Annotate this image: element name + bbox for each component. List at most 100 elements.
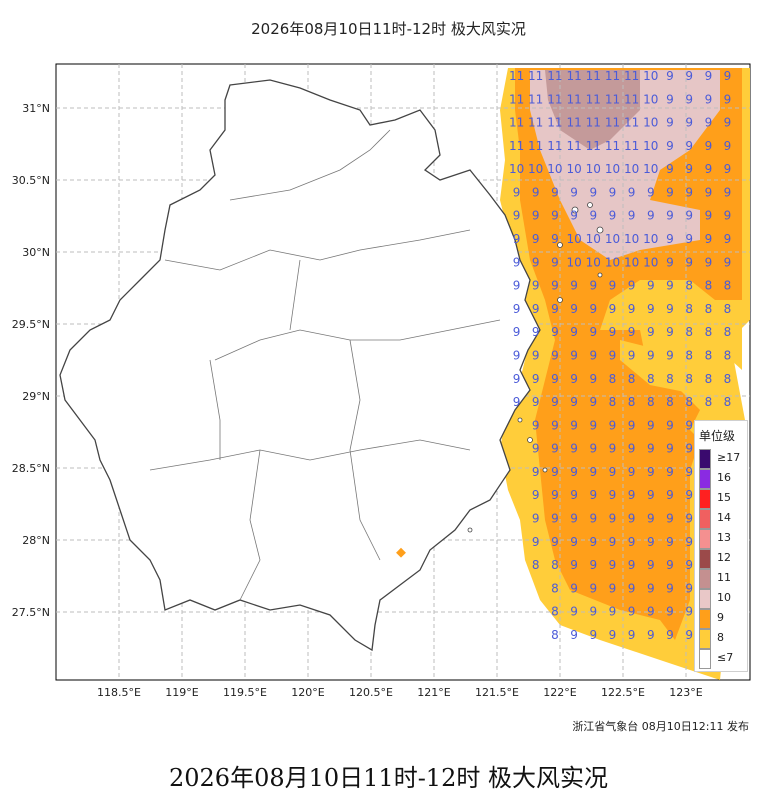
- wind-value-label: 8: [532, 558, 540, 572]
- legend-label: 16: [717, 471, 731, 484]
- wind-value-label: 9: [513, 395, 521, 409]
- wind-value-label: 9: [532, 232, 540, 246]
- wind-value-label: 9: [570, 349, 578, 363]
- wind-value-label: 9: [628, 418, 636, 432]
- wind-value-label: 9: [532, 372, 540, 386]
- wind-value-label: 9: [666, 69, 674, 83]
- wind-value-label: 11: [566, 116, 581, 130]
- legend-swatch: [699, 529, 711, 549]
- wind-value-label: 9: [609, 302, 617, 316]
- wind-value-label: 9: [628, 512, 636, 526]
- wind-value-label: 11: [624, 116, 639, 130]
- wind-value-label: 9: [666, 255, 674, 269]
- legend-swatch: [699, 509, 711, 529]
- wind-value-label: 9: [685, 209, 693, 223]
- legend-swatch: [699, 569, 711, 589]
- wind-value-label: 9: [551, 395, 559, 409]
- wind-value-label: 9: [724, 209, 732, 223]
- wind-value-label: 9: [589, 186, 597, 200]
- legend-swatch: [699, 649, 711, 669]
- wind-value-label: 11: [528, 69, 543, 83]
- x-tick-label: 120.5°E: [349, 686, 393, 699]
- wind-value-label: 10: [643, 139, 658, 153]
- wind-value-label: 11: [509, 92, 524, 106]
- wind-value-label: 9: [666, 116, 674, 130]
- legend-label: 11: [717, 571, 731, 584]
- wind-value-label: 10: [624, 255, 639, 269]
- wind-value-label: 9: [685, 69, 693, 83]
- wind-value-label: 9: [609, 325, 617, 339]
- wind-value-label: 9: [628, 209, 636, 223]
- wind-value-label: 10: [547, 162, 562, 176]
- legend-item: 12: [697, 549, 745, 569]
- legend-item: 14: [697, 509, 745, 529]
- wind-value-label: 9: [705, 232, 713, 246]
- wind-value-label: 9: [628, 488, 636, 502]
- wind-value-label: 9: [685, 162, 693, 176]
- wind-value-label: 9: [551, 488, 559, 502]
- wind-value-label: 9: [570, 418, 578, 432]
- y-tick-label: 31°N: [22, 102, 50, 115]
- wind-value-label: 9: [647, 186, 655, 200]
- wind-value-label: 9: [551, 349, 559, 363]
- wind-value-label: 9: [724, 255, 732, 269]
- legend-label: 9: [717, 611, 724, 624]
- wind-value-label: 9: [628, 581, 636, 595]
- wind-value-label: 9: [513, 325, 521, 339]
- wind-value-label: 9: [666, 349, 674, 363]
- wind-value-label: 9: [532, 349, 540, 363]
- wind-value-label: 11: [605, 116, 620, 130]
- wind-value-label: 11: [605, 92, 620, 106]
- wind-value-label: 8: [705, 395, 713, 409]
- legend-item: 8: [697, 629, 745, 649]
- legend-label: 15: [717, 491, 731, 504]
- wind-value-label: 9: [685, 628, 693, 642]
- city-borders: [149, 129, 501, 601]
- wind-value-label: 9: [685, 418, 693, 432]
- wind-value-label: 9: [685, 465, 693, 479]
- wind-value-label: 9: [532, 535, 540, 549]
- wind-value-label: 9: [647, 628, 655, 642]
- wind-value-label: 9: [589, 418, 597, 432]
- wind-value-label: 9: [513, 255, 521, 269]
- wind-value-label: 9: [609, 209, 617, 223]
- wind-value-label: 9: [666, 186, 674, 200]
- y-tick-label: 29°N: [22, 390, 50, 403]
- wind-value-label: 10: [643, 232, 658, 246]
- x-tick-label: 123°E: [669, 686, 702, 699]
- wind-value-label: 9: [570, 465, 578, 479]
- legend-label: 8: [717, 631, 724, 644]
- wind-value-label: 9: [705, 209, 713, 223]
- wind-value-label: 8: [724, 279, 732, 293]
- wind-value-label: 9: [570, 581, 578, 595]
- wind-value-label: 10: [624, 232, 639, 246]
- wind-value-label: 9: [647, 605, 655, 619]
- wind-value-label: 8: [628, 372, 636, 386]
- wind-value-label: 8: [551, 581, 559, 595]
- wind-field: [500, 68, 750, 680]
- wind-value-label: 9: [551, 232, 559, 246]
- wind-value-label: 9: [685, 535, 693, 549]
- wind-value-label: 9: [589, 581, 597, 595]
- x-tick-label: 122.5°E: [601, 686, 645, 699]
- wind-value-label: 8: [724, 302, 732, 316]
- wind-value-label: 9: [705, 92, 713, 106]
- wind-value-label: 9: [513, 232, 521, 246]
- x-tick-label: 119.5°E: [223, 686, 267, 699]
- wind-value-label: 9: [666, 232, 674, 246]
- legend-label: ≤7: [717, 651, 734, 664]
- wind-value-label: 9: [666, 139, 674, 153]
- wind-value-label: 9: [551, 512, 559, 526]
- x-tick-label: 122°E: [543, 686, 576, 699]
- legend-item: 10: [697, 589, 745, 609]
- wind-value-label: 9: [724, 92, 732, 106]
- x-tick-label: 121.5°E: [475, 686, 519, 699]
- wind-value-label: 9: [570, 535, 578, 549]
- wind-value-label: 9: [628, 325, 636, 339]
- wind-value-label: 8: [666, 372, 674, 386]
- wind-value-label: 10: [566, 162, 581, 176]
- wind-value-label: 9: [666, 628, 674, 642]
- wind-value-label: 9: [589, 209, 597, 223]
- wind-value-label: 9: [532, 418, 540, 432]
- wind-value-label: 9: [647, 581, 655, 595]
